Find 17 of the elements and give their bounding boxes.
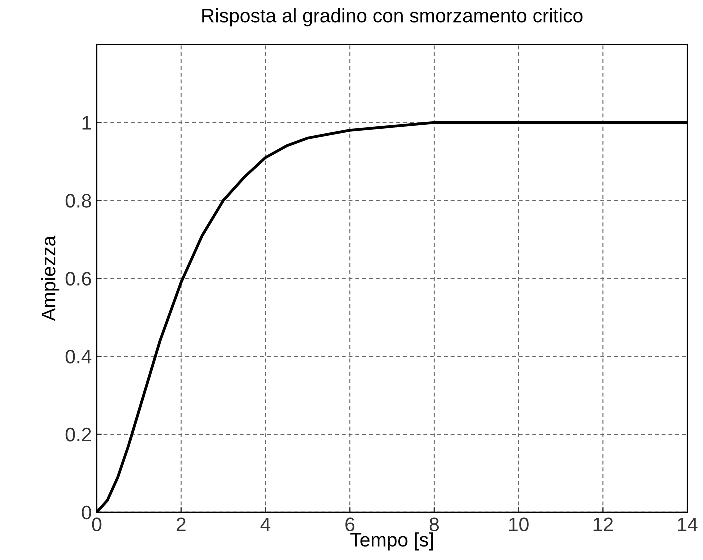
y-tick-label: 1 — [82, 116, 92, 130]
x-tick-label: 10 — [509, 518, 529, 532]
x-tick-label: 2 — [176, 518, 186, 532]
x-tick-label: 4 — [260, 518, 271, 532]
x-tick-label: 14 — [678, 518, 698, 532]
y-tick-label: 0.2 — [66, 428, 92, 442]
y-tick-label: 0.6 — [66, 272, 92, 286]
y-axis-title: Ampiezza — [41, 236, 60, 322]
y-tick-label: 0.8 — [66, 194, 92, 208]
x-tick-label: 12 — [594, 518, 614, 532]
x-tick-label: 8 — [430, 518, 440, 532]
y-tick-label: 0.4 — [66, 350, 92, 364]
x-tick-label: 6 — [346, 518, 355, 532]
x-axis-title: Tempo [s] — [350, 532, 434, 551]
chart-title: Risposta al gradino con smorzamento critico — [202, 8, 583, 27]
y-tick-label: 0 — [82, 506, 92, 520]
x-tick-label: 0 — [92, 518, 102, 532]
